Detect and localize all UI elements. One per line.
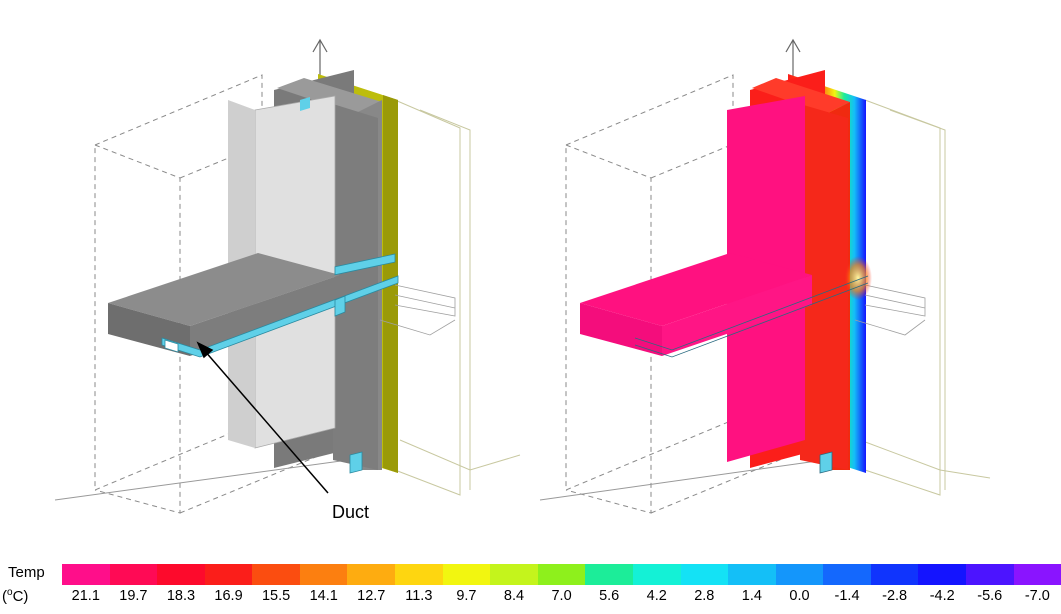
legend-swatch: [585, 564, 633, 585]
duct-label: Duct: [332, 502, 369, 522]
legend-tick-label: 16.9: [214, 588, 243, 604]
right-ground-line: [539, 454, 861, 501]
legend-title: Temp: [8, 564, 45, 581]
thermal-bridge-hotspot: [844, 256, 872, 300]
legend-tick-label: 15.5: [261, 588, 291, 604]
legend-tick-label: 18.3: [166, 588, 196, 604]
legend-color-scale: [62, 564, 1061, 585]
legend-tick-label: 4.2: [646, 588, 667, 604]
legend-swatch: [299, 564, 348, 585]
floor-slab-front-hot: [580, 303, 662, 356]
legend-swatch: [490, 564, 538, 585]
legend-tick-label: -1.4: [834, 588, 860, 604]
legend-tick-label: 19.7: [119, 588, 148, 604]
legend-swatch: [62, 564, 110, 585]
right-thermal-model: [539, 38, 991, 514]
duct-annotation-arrow: [196, 341, 329, 494]
legend-tick-label: 7.0: [551, 588, 572, 604]
legend-swatch: [728, 564, 776, 585]
legend-swatch: [395, 564, 443, 585]
legend-swatch: [347, 564, 396, 585]
legend-tick-label: 12.7: [357, 588, 386, 604]
floor-slab-top-hot: [580, 253, 812, 326]
legend-swatch: [537, 564, 586, 585]
legend-swatch: [442, 564, 491, 585]
legend-unit: (oC): [2, 587, 29, 605]
right-outer-frames: [859, 99, 991, 496]
legend-swatch: [870, 564, 919, 585]
legend-swatch: [1013, 564, 1061, 585]
legend-tick-label: -5.6: [977, 588, 1003, 604]
legend-swatch: [775, 564, 824, 585]
legend-swatch: [109, 564, 158, 585]
right-rebar-grid: [854, 284, 926, 336]
legend-swatch: [252, 564, 300, 585]
duct-pipe: [161, 253, 399, 474]
duct-pipe-thermal: [634, 275, 869, 474]
legend-tick-label: 5.6: [599, 588, 620, 604]
legend-tick-label: 0.0: [789, 588, 810, 604]
legend-tick-labels: 21.1 19.7 18.3 16.9 15.5 14.1 12.7 11.3 9.7 8.4 7.…: [62, 588, 1061, 604]
legend-tick-label: -7.0: [1024, 588, 1050, 604]
legend-tick-label: 2.8: [694, 588, 715, 604]
left-ground-line: [54, 454, 386, 501]
floor-slab-side: [190, 275, 340, 356]
legend-swatch: [632, 564, 681, 585]
floor-slab-side-hot: [662, 275, 812, 356]
thermal-model-scene: Duct: [54, 38, 991, 522]
legend-swatch: [157, 564, 205, 585]
floor-slab-top: [108, 253, 340, 326]
legend-swatch: [823, 564, 871, 585]
legend-tick-label: 1.4: [741, 588, 762, 604]
left-rebar-grid: [379, 284, 456, 336]
legend-swatch: [680, 564, 729, 585]
temperature-legend: Temp (oC) 21.1 19.7 18.3 16.9 15.5 14.1 12.7 11…: [0, 560, 1061, 614]
legend-tick-label: 21.1: [71, 588, 100, 604]
legend-tick-label: -2.8: [882, 588, 908, 604]
legend-swatch: [965, 564, 1014, 585]
legend-swatch: [918, 564, 966, 585]
legend-tick-label: 8.4: [503, 588, 525, 604]
legend-swatch: [204, 564, 253, 585]
left-outer-frames: [394, 99, 521, 496]
legend-tick-label: 9.7: [456, 588, 477, 604]
legend-tick-label: -4.2: [929, 588, 955, 604]
legend-tick-label: 14.1: [309, 588, 338, 604]
left-geometry-model: [54, 38, 521, 514]
legend-tick-label: 11.3: [405, 588, 433, 604]
